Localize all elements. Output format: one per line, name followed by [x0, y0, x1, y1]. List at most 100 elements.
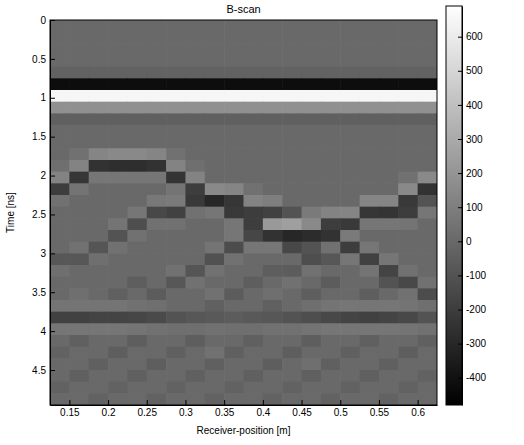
- heatmap-cell: [50, 137, 70, 149]
- heatmap-cell: [340, 393, 360, 405]
- heatmap-cell: [263, 230, 283, 242]
- heatmap-cell: [224, 172, 244, 184]
- tick: 0.2: [102, 400, 116, 418]
- heatmap-cell: [50, 218, 70, 230]
- heatmap-cell: [379, 32, 399, 44]
- heatmap-cell: [127, 32, 147, 44]
- heatmap-cell: [398, 253, 418, 265]
- heatmap-cell: [69, 137, 89, 149]
- heatmap-cell: [89, 253, 109, 265]
- heatmap-cell: [185, 20, 205, 32]
- heatmap-cell: [418, 207, 437, 219]
- heatmap-cell: [398, 393, 418, 405]
- heatmap-cell: [379, 358, 399, 370]
- heatmap-cell: [360, 172, 380, 184]
- heatmap-cell: [263, 277, 283, 289]
- heatmap-cell: [205, 230, 225, 242]
- heatmap-cell: [147, 382, 167, 394]
- heatmap-cell: [418, 312, 437, 324]
- heatmap-cell: [205, 288, 225, 300]
- heatmap-cell: [360, 125, 380, 137]
- heatmap-cell: [89, 125, 109, 137]
- heatmap-cell: [166, 393, 186, 405]
- heatmap-cell: [340, 218, 360, 230]
- heatmap-cell: [127, 288, 147, 300]
- heatmap-cell: [379, 253, 399, 265]
- heatmap-cell: [166, 183, 186, 195]
- heatmap-cell: [340, 277, 360, 289]
- heatmap-cell: [127, 335, 147, 347]
- heatmap-cell: [224, 113, 244, 125]
- heatmap-cell: [302, 172, 322, 184]
- heatmap-cell: [244, 125, 264, 137]
- heatmap-cell: [263, 43, 283, 55]
- heatmap-cell: [282, 277, 302, 289]
- heatmap-cell: [282, 207, 302, 219]
- heatmap-cell: [166, 32, 186, 44]
- heatmap-cell: [321, 113, 341, 125]
- heatmap-cell: [398, 137, 418, 149]
- heatmap-cell: [340, 183, 360, 195]
- heatmap-cell: [224, 32, 244, 44]
- heatmap-cell: [166, 253, 186, 265]
- heatmap-cell: [108, 230, 128, 242]
- tick-label: 4: [40, 326, 46, 337]
- heatmap-cell: [127, 265, 147, 277]
- heatmap-cell: [340, 288, 360, 300]
- heatmap-cell: [418, 335, 437, 347]
- heatmap-cell: [302, 358, 322, 370]
- heatmap-cell: [205, 218, 225, 230]
- tick-mark: [50, 176, 55, 177]
- tick-mark: [458, 241, 462, 242]
- heatmap-cells: [50, 20, 437, 405]
- heatmap-cell: [69, 347, 89, 359]
- tick-label: 0.4: [256, 407, 270, 418]
- heatmap-cell: [108, 207, 128, 219]
- heatmap-cell: [89, 55, 109, 67]
- heatmap-cell: [185, 335, 205, 347]
- tick-mark: [50, 331, 55, 332]
- heatmap-cell: [244, 358, 264, 370]
- heatmap-cell: [282, 137, 302, 149]
- heatmap-cell: [127, 43, 147, 55]
- heatmap-cell: [89, 300, 109, 312]
- heatmap-cell: [108, 358, 128, 370]
- heatmap-cell: [302, 347, 322, 359]
- heatmap-cell: [69, 148, 89, 160]
- heatmap-cell: [379, 335, 399, 347]
- heatmap-cell: [360, 102, 380, 114]
- heatmap-cell: [263, 160, 283, 172]
- heatmap-cell: [418, 43, 437, 55]
- heatmap-cell: [69, 20, 89, 32]
- heatmap-cell: [205, 312, 225, 324]
- heatmap-cell: [263, 347, 283, 359]
- tick-label: 0.2: [102, 407, 116, 418]
- heatmap-cell: [50, 172, 70, 184]
- heatmap-cell: [127, 393, 147, 405]
- heatmap-cell: [185, 172, 205, 184]
- heatmap-cell: [69, 160, 89, 172]
- heatmap-cell: [379, 137, 399, 149]
- heatmap-cell: [398, 242, 418, 254]
- heatmap-cell: [379, 183, 399, 195]
- heatmap-cell: [321, 55, 341, 67]
- tick-mark: [458, 378, 462, 379]
- heatmap-cell: [69, 183, 89, 195]
- heatmap-cell: [50, 347, 70, 359]
- tick-mark: [50, 292, 55, 293]
- heatmap-cell: [205, 67, 225, 79]
- heatmap-cell: [224, 230, 244, 242]
- heatmap-cell: [69, 323, 89, 335]
- heatmap-cell: [340, 90, 360, 102]
- heatmap-cell: [379, 160, 399, 172]
- heatmap-cell: [398, 382, 418, 394]
- heatmap-cell: [127, 148, 147, 160]
- heatmap-cell: [282, 172, 302, 184]
- heatmap-cell: [147, 43, 167, 55]
- heatmap-cell: [69, 230, 89, 242]
- heatmap-cell: [321, 90, 341, 102]
- heatmap-cell: [147, 335, 167, 347]
- heatmap-cell: [147, 277, 167, 289]
- heatmap-cell: [89, 207, 109, 219]
- tick-label: 400: [466, 100, 483, 111]
